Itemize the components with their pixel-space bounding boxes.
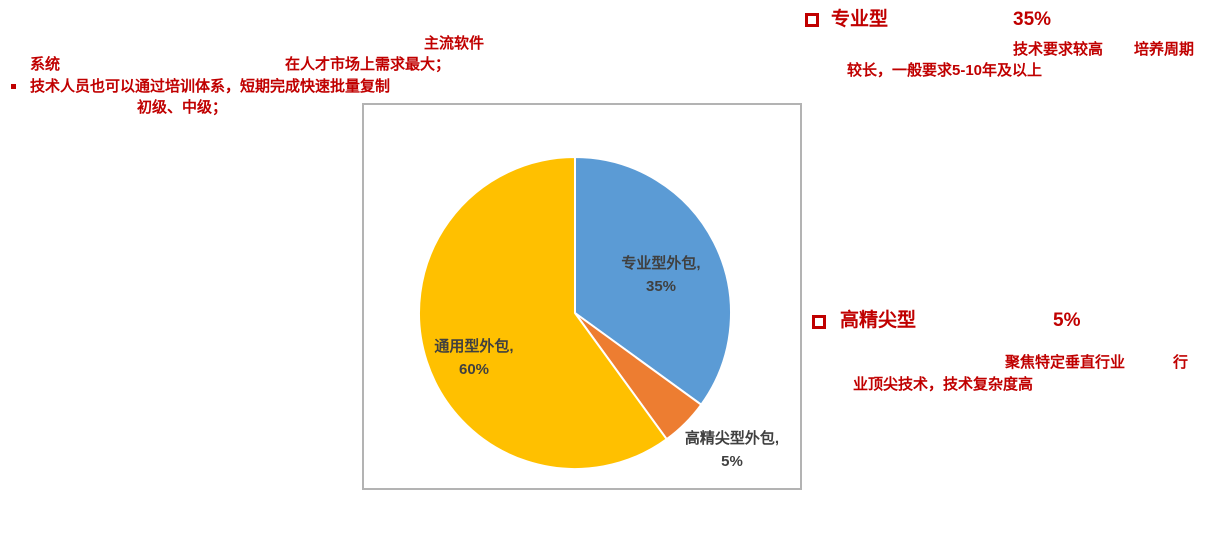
professional-desc-1b: 培养周期 bbox=[1134, 41, 1195, 58]
pie-label-high-end: 高精尖型外包, 5% bbox=[662, 427, 802, 473]
hollow-square-bullet-icon bbox=[812, 315, 826, 329]
annotation-system: 系统 bbox=[30, 56, 61, 73]
annotation-training: 技术人员也可以通过培训体系，短期完成快速批量复制 bbox=[30, 78, 391, 95]
high-end-desc-1b: 行 bbox=[1173, 354, 1189, 371]
pie-label-text: 通用型外包, bbox=[434, 338, 514, 355]
annotation-demand: 在人才市场上需求最大； bbox=[285, 56, 451, 73]
high-end-percent: 5% bbox=[1053, 310, 1081, 331]
annotation-levels: 初级、中级； bbox=[137, 99, 228, 116]
pie-label-text: 高精尖型外包, bbox=[684, 430, 780, 447]
small-square-bullet-icon bbox=[11, 84, 16, 89]
pie-label-text: 专业型外包, bbox=[621, 255, 701, 272]
annotation-main-title: 主流软件 bbox=[424, 35, 485, 52]
pie-label-professional: 专业型外包, 35% bbox=[591, 252, 731, 298]
professional-heading: 专业型 bbox=[831, 9, 889, 30]
professional-percent: 35% bbox=[1013, 9, 1052, 30]
professional-desc-1a: 技术要求较高 bbox=[1013, 41, 1104, 58]
high-end-desc-1a: 聚焦特定垂直行业 bbox=[1005, 354, 1126, 371]
high-end-heading: 高精尖型 bbox=[840, 310, 917, 331]
pie-label-value: 60% bbox=[458, 361, 490, 378]
professional-desc-2: 较长，一般要求5-10年及以上 bbox=[847, 62, 1043, 79]
hollow-square-bullet-icon bbox=[805, 13, 819, 27]
pie-slice-0 bbox=[574, 156, 732, 406]
pie-label-value: 35% bbox=[645, 278, 677, 295]
pie-label-value: 5% bbox=[721, 453, 743, 470]
chart-frame bbox=[362, 103, 802, 490]
pie-label-general: 通用型外包, 60% bbox=[404, 335, 544, 381]
pie-slice-2 bbox=[418, 156, 668, 470]
pie-chart bbox=[418, 156, 732, 470]
high-end-desc-2: 业顶尖技术，技术复杂度高 bbox=[853, 376, 1034, 393]
